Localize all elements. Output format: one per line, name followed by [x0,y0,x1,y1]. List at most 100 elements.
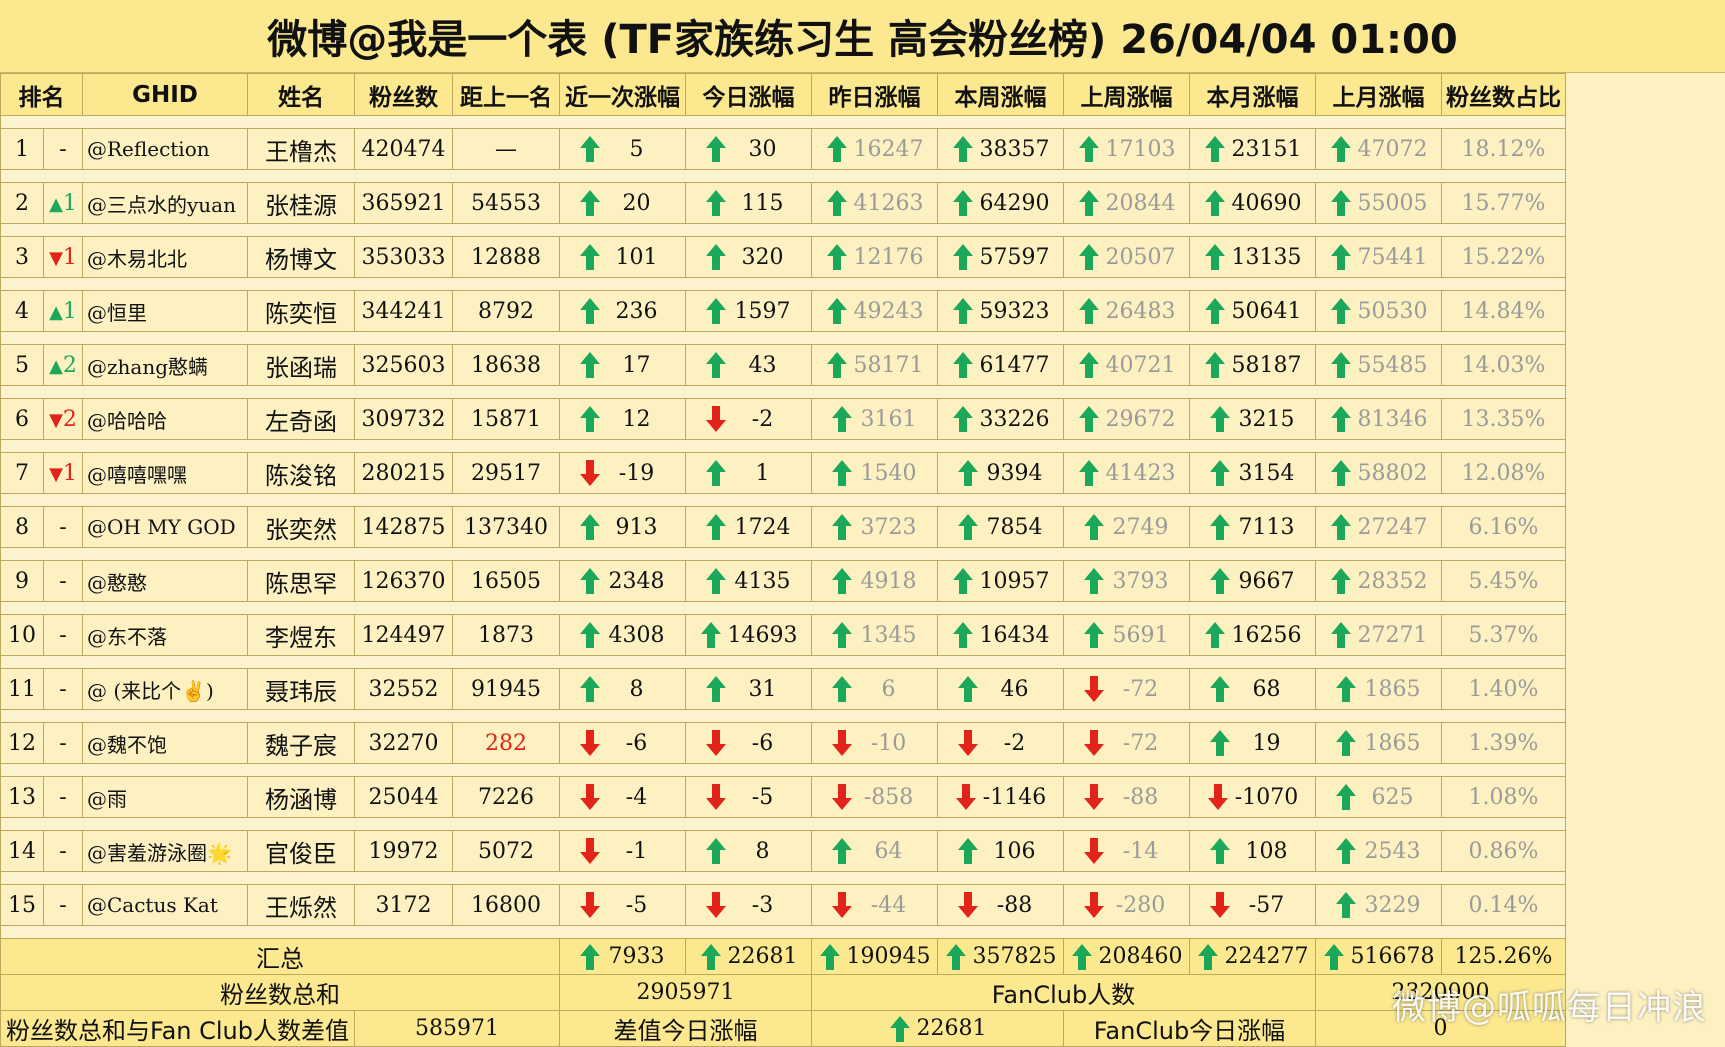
arrow-up-icon [1209,514,1230,540]
share-cell: 0.14% [1441,884,1566,926]
ghid-cell: @Cactus Kat [82,884,248,926]
today-value: 115 [741,190,784,216]
yesterday-value: 3161 [860,406,917,432]
thisweek-value: 64290 [979,190,1050,216]
rank-change-value: 1 [62,190,77,216]
arrow-up-icon [579,622,600,648]
rank-cell: 15 [0,884,44,926]
thismonth-value: 23151 [1231,136,1302,162]
lastweek-value: -88 [1122,784,1159,810]
arrow-down-icon [705,892,726,918]
header-row: 排名 GHID 姓名 粉丝数 距上一名 近一次涨幅 今日涨幅 昨日涨幅 本周涨幅… [0,73,1566,116]
fans-cell: 32270 [354,722,453,764]
yesterday-change-cell: 16247 [811,128,938,170]
thismonth-value: 9667 [1238,568,1295,594]
thismonth-value: 16256 [1231,622,1302,648]
arrow-up-icon [1330,406,1351,432]
gap-cell: 29517 [452,452,560,494]
arrow-up-icon [1330,298,1351,324]
rank-change-cell: - [43,668,83,710]
gap-cell: 54553 [452,182,560,224]
arrow-up-icon [1078,244,1099,270]
yesterday-change-cell: 1345 [811,614,938,656]
share-cell: 14.03% [1441,344,1566,386]
recent-change-cell: 17 [559,344,686,386]
gap-cell: 8792 [452,290,560,332]
lastweek-change-cell: 41423 [1063,452,1190,494]
yesterday-value: 12176 [853,244,924,270]
thismonth-change-cell: 50641 [1189,290,1316,332]
arrow-up-icon [579,190,600,216]
arrow-up-icon [579,406,600,432]
fanclub-label: FanClub人数 [811,974,1316,1011]
lastmonth-value: 625 [1371,784,1414,810]
name-cell: 魏子宸 [247,722,355,764]
summary-share: 125.26% [1441,938,1566,975]
share-cell: 15.77% [1441,182,1566,224]
arrow-up-icon [579,136,600,162]
thismonth-change-cell: 3215 [1189,398,1316,440]
lastmonth-change-cell: 1865 [1315,722,1442,764]
thisweek-change-cell: 9394 [937,452,1064,494]
name-cell: 陈奕恒 [247,290,355,332]
arrow-up-icon [957,676,978,702]
thisweek-value: 16434 [979,622,1050,648]
arrow-up-icon [1204,298,1225,324]
rank-cell: 4 [0,290,44,332]
today-change-cell: 4135 [685,560,812,602]
rank-down-icon: ▼ [49,409,63,431]
summary-today: 22681 [685,938,812,975]
ghid-cell: @恒里 [82,290,248,332]
arrow-down-icon [1083,730,1104,756]
fans-cell: 3172 [354,884,453,926]
lastweek-value: 26483 [1105,298,1176,324]
recent-change-cell: -19 [559,452,686,494]
recent-value: 17 [622,352,651,378]
arrow-up-icon [831,622,852,648]
row-spacer [0,115,1566,129]
yesterday-value: 41263 [853,190,924,216]
table-row: 1- @Reflection 王橹杰 420474— 5 30 16247 38357 1710… [0,128,1566,170]
yesterday-change-cell: -10 [811,722,938,764]
rank-change-cell: ▼1 [43,452,83,494]
lastmonth-value: 27247 [1357,514,1428,540]
arrow-up-icon [579,352,600,378]
yesterday-change-cell: -44 [811,884,938,926]
fans-cell: 280215 [354,452,453,494]
row-spacer [0,277,1566,291]
recent-change-cell: 20 [559,182,686,224]
rank-change-cell: - [43,560,83,602]
thismonth-value: 19 [1252,730,1281,756]
share-cell: 6.16% [1441,506,1566,548]
arrow-up-icon [705,514,726,540]
arrow-up-icon [1335,730,1356,756]
thisweek-change-cell: 46 [937,668,1064,710]
table-row: 13- @雨 杨涵博 25044 7226 -4 -5 -858 -1146 -88 -1070 62… [0,776,1566,818]
lastweek-change-cell: 3793 [1063,560,1190,602]
rank-cell: 3 [0,236,44,278]
ghid-cell: @嘻嘻嘿嘿 [82,452,248,494]
arrow-down-icon [831,730,852,756]
share-cell: 13.35% [1441,398,1566,440]
lastmonth-value: 55485 [1357,352,1428,378]
row-spacer-cell [0,709,1566,723]
col-header-thismonth: 本月涨幅 [1189,73,1316,116]
recent-value: -1 [625,838,648,864]
name-cell: 张桂源 [247,182,355,224]
lastweek-change-cell: -72 [1063,722,1190,764]
rank-change-cell: - [43,614,83,656]
gap-cell: 7226 [452,776,560,818]
diff-today-value: 22681 [811,1010,1064,1047]
rank-down-icon: ▼ [49,247,63,269]
fans-cell: 344241 [354,290,453,332]
recent-change-cell: 101 [559,236,686,278]
recent-value: 2348 [608,568,665,594]
lastmonth-value: 1865 [1364,676,1421,702]
ghid-cell: @害羞游泳圈🌟 [82,830,248,872]
arrow-down-icon [957,892,978,918]
ghid-cell: @zhang憨螨 [82,344,248,386]
arrow-up-icon [826,352,847,378]
recent-change-cell: 236 [559,290,686,332]
arrow-down-icon [579,892,600,918]
ghid-cell: @哈哈哈 [82,398,248,440]
